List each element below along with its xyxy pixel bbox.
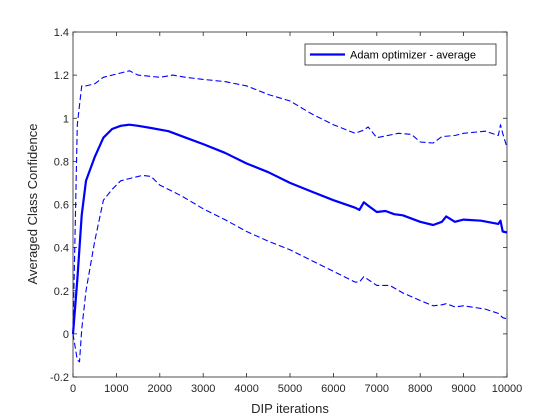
legend-label-0: Adam optimizer - average	[350, 50, 476, 62]
y-tick-label: 0.4	[54, 243, 69, 255]
y-tick-label: 1.2	[54, 70, 69, 82]
ticks-layer: 0 1000 2000 3000 4000 5000 6000 7000 8000 9000 100…	[50, 27, 522, 395]
x-tick-label: 10000	[492, 383, 523, 395]
x-tick-label: 7000	[365, 383, 389, 395]
y-tick-label: 0.6	[54, 200, 69, 212]
x-tick-label: 8000	[408, 383, 432, 395]
x-tick-label: 5000	[278, 383, 302, 395]
y-tick-label: 0.8	[54, 156, 69, 168]
x-tick-label: 0	[70, 383, 76, 395]
y-tick-label: 1.4	[54, 27, 69, 39]
lower-bound-line	[72, 174, 508, 363]
x-axis-title: DIP iterations	[251, 401, 329, 416]
y-tick-label: 1	[63, 113, 69, 125]
legend: Adam optimizer - average	[304, 43, 497, 66]
x-tick-label: 6000	[321, 383, 345, 395]
y-tick-label: 0.2	[54, 286, 69, 298]
plot-area	[72, 31, 508, 378]
upper-bound-line	[72, 70, 508, 334]
x-tick-label: 1000	[104, 383, 128, 395]
y-tick-label: -0.2	[50, 372, 69, 384]
x-tick-label: 4000	[234, 383, 258, 395]
legend-box	[304, 43, 497, 66]
average-line	[71, 123, 508, 334]
x-tick-label: 3000	[191, 383, 215, 395]
x-tick-label: 9000	[451, 383, 475, 395]
y-axis-title: Averaged Class Confidence	[25, 124, 40, 285]
series-layer	[71, 70, 508, 363]
y-tick-label: 0	[63, 329, 69, 341]
x-tick-label: 2000	[148, 383, 172, 395]
